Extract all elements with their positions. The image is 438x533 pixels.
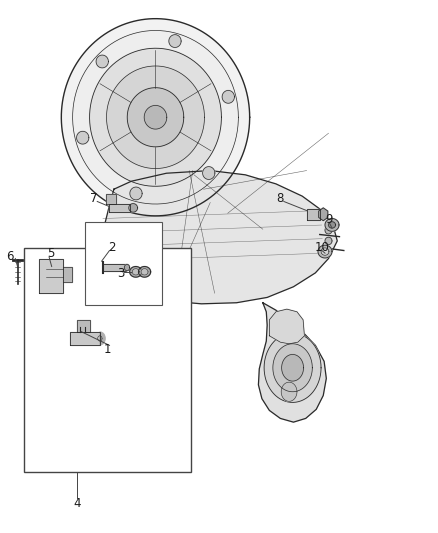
Polygon shape bbox=[132, 269, 139, 275]
Polygon shape bbox=[130, 187, 142, 200]
Polygon shape bbox=[127, 88, 184, 147]
Polygon shape bbox=[99, 247, 106, 254]
Bar bbox=[109, 204, 130, 212]
Text: 9: 9 bbox=[325, 213, 332, 226]
Polygon shape bbox=[96, 171, 337, 304]
Polygon shape bbox=[169, 35, 181, 47]
Polygon shape bbox=[144, 106, 167, 129]
Text: 10: 10 bbox=[314, 241, 329, 254]
Polygon shape bbox=[99, 232, 106, 239]
Polygon shape bbox=[203, 167, 215, 180]
Polygon shape bbox=[77, 131, 89, 144]
Polygon shape bbox=[141, 269, 148, 275]
Polygon shape bbox=[138, 266, 151, 277]
Polygon shape bbox=[73, 30, 238, 204]
Bar bbox=[307, 209, 320, 220]
Text: 4: 4 bbox=[73, 497, 81, 510]
Bar bbox=[39, 259, 63, 293]
Bar bbox=[63, 266, 72, 282]
Text: 3: 3 bbox=[117, 267, 124, 280]
Polygon shape bbox=[325, 219, 339, 231]
Polygon shape bbox=[129, 204, 138, 212]
Polygon shape bbox=[321, 248, 329, 255]
Polygon shape bbox=[61, 19, 250, 216]
Bar bbox=[103, 264, 126, 271]
Polygon shape bbox=[282, 354, 304, 381]
Polygon shape bbox=[222, 91, 234, 103]
Polygon shape bbox=[325, 227, 332, 234]
Bar bbox=[70, 332, 100, 345]
Polygon shape bbox=[281, 382, 297, 401]
FancyBboxPatch shape bbox=[85, 222, 162, 305]
Polygon shape bbox=[96, 55, 108, 68]
FancyBboxPatch shape bbox=[24, 248, 191, 472]
Polygon shape bbox=[273, 344, 312, 392]
Text: 2: 2 bbox=[108, 241, 116, 254]
Polygon shape bbox=[269, 309, 304, 344]
Bar bbox=[106, 194, 116, 204]
Text: 1: 1 bbox=[103, 343, 111, 356]
Polygon shape bbox=[325, 237, 332, 245]
Text: 6: 6 bbox=[6, 251, 14, 263]
Polygon shape bbox=[130, 266, 142, 277]
Polygon shape bbox=[106, 66, 205, 168]
Polygon shape bbox=[264, 333, 321, 402]
Text: 7: 7 bbox=[90, 192, 98, 205]
Polygon shape bbox=[318, 245, 332, 258]
Text: 5: 5 bbox=[47, 247, 54, 260]
Polygon shape bbox=[124, 264, 130, 271]
Text: 8: 8 bbox=[277, 192, 284, 205]
Polygon shape bbox=[258, 303, 326, 422]
Bar bbox=[77, 320, 90, 332]
Wedge shape bbox=[100, 332, 105, 345]
Polygon shape bbox=[328, 222, 336, 228]
Polygon shape bbox=[90, 49, 221, 186]
